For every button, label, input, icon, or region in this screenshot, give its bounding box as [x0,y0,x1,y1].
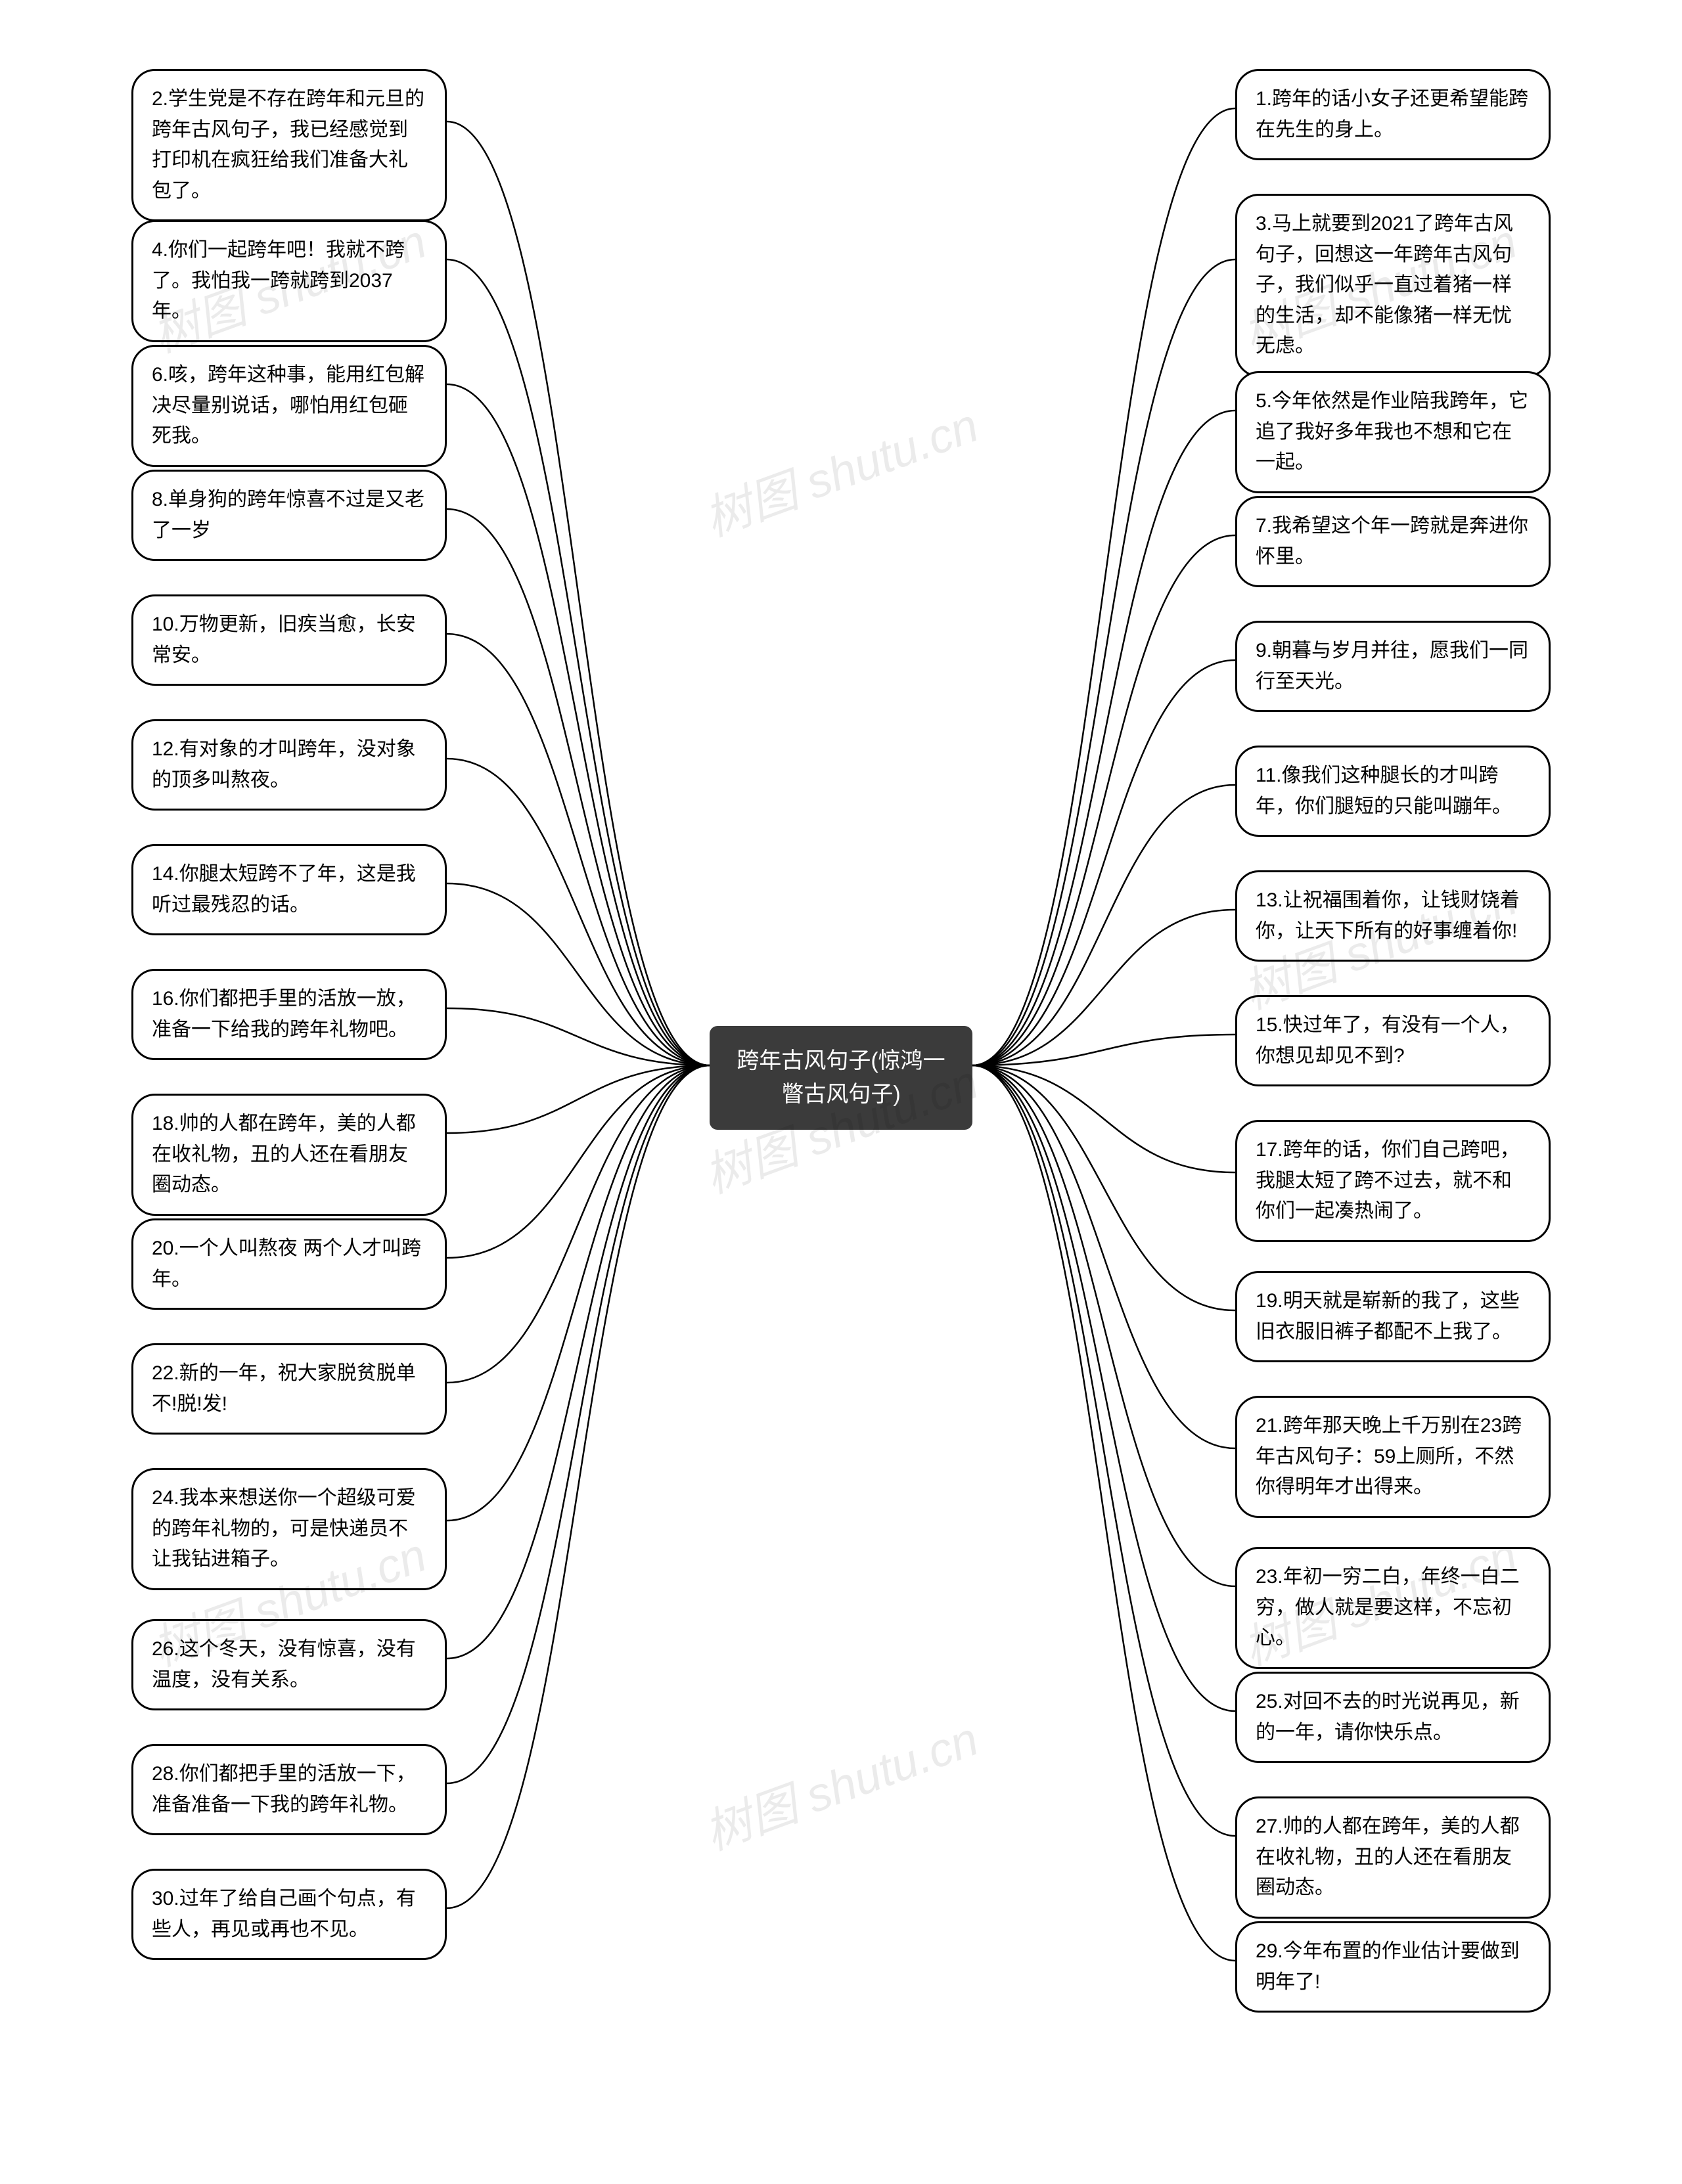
connector-left-12 [447,1065,710,1659]
watermark-2: 树图 shutu.cn [693,387,986,550]
watermark-7: 树图 shutu.cn [693,1701,986,1863]
connector-right-13 [972,1065,1235,1836]
connector-left-14 [447,1065,710,1908]
connector-left-4 [447,634,710,1065]
connector-right-9 [972,1065,1235,1310]
connector-right-1 [972,259,1235,1065]
right-leaf-6: 13.让祝福围着你，让钱财饶着你，让天下所有的好事缠着你! [1235,870,1551,962]
connector-right-6 [972,910,1235,1065]
left-leaf-13: 28.你们都把手里的活放一下，准备准备一下我的跨年礼物。 [131,1744,447,1835]
left-leaf-14: 30.过年了给自己画个句点，有些人，再见或再也不见。 [131,1869,447,1960]
connector-right-5 [972,785,1235,1065]
right-leaf-0: 1.跨年的话小女子还更希望能跨在先生的身上。 [1235,69,1551,160]
connector-right-4 [972,660,1235,1065]
left-leaf-4: 10.万物更新，旧疾当愈，长安常安。 [131,594,447,686]
connector-left-6 [447,883,710,1065]
connector-right-0 [972,108,1235,1065]
right-leaf-3: 7.我希望这个年一跨就是奔进你怀里。 [1235,496,1551,587]
connector-right-14 [972,1065,1235,1961]
connector-left-9 [447,1065,710,1258]
connector-right-10 [972,1065,1235,1448]
connector-right-7 [972,1035,1235,1065]
connector-left-1 [447,259,710,1065]
right-leaf-11: 23.年初一穷二白，年终一白二穷，做人就是要这样，不忘初心。 [1235,1547,1551,1669]
right-leaf-7: 15.快过年了，有没有一个人，你想见却见不到? [1235,995,1551,1086]
right-leaf-2: 5.今年依然是作业陪我跨年，它追了我好多年我也不想和它在一起。 [1235,371,1551,493]
left-leaf-10: 22.新的一年，祝大家脱贫脱单不!脱!发! [131,1343,447,1435]
right-leaf-5: 11.像我们这种腿长的才叫跨年，你们腿短的只能叫蹦年。 [1235,746,1551,837]
right-leaf-13: 27.帅的人都在跨年，美的人都在收礼物，丑的人还在看朋友圈动态。 [1235,1796,1551,1919]
left-leaf-1: 4.你们一起跨年吧！我就不跨了。我怕我一跨就跨到2037年。 [131,220,447,342]
connector-left-13 [447,1065,710,1783]
connector-left-10 [447,1065,710,1383]
connector-left-11 [447,1065,710,1521]
connector-left-8 [447,1065,710,1133]
left-leaf-11: 24.我本来想送你一个超级可爱的跨年礼物的，可是快递员不让我钻进箱子。 [131,1468,447,1590]
left-leaf-3: 8.单身狗的跨年惊喜不过是又老了一岁 [131,470,447,561]
left-leaf-0: 2.学生党是不存在跨年和元旦的跨年古风句子，我已经感觉到打印机在疯狂给我们准备大… [131,69,447,221]
left-leaf-6: 14.你腿太短跨不了年，这是我听过最残忍的话。 [131,844,447,935]
right-leaf-12: 25.对回不去的时光说再见，新的一年，请你快乐点。 [1235,1672,1551,1763]
connector-right-3 [972,535,1235,1065]
right-leaf-1: 3.马上就要到2021了跨年古风句子，回想这一年跨年古风句子，我们似乎一直过着猪… [1235,194,1551,377]
right-leaf-9: 19.明天就是崭新的我了，这些旧衣服旧裤子都配不上我了。 [1235,1271,1551,1362]
connector-left-3 [447,509,710,1065]
left-leaf-8: 18.帅的人都在跨年，美的人都在收礼物，丑的人还在看朋友圈动态。 [131,1094,447,1216]
right-leaf-10: 21.跨年那天晚上千万别在23跨年古风句子：59上厕所，不然你得明年才出得来。 [1235,1396,1551,1518]
left-leaf-2: 6.咳，跨年这种事，能用红包解决尽量别说话，哪怕用红包砸死我。 [131,345,447,467]
connector-right-11 [972,1065,1235,1586]
left-leaf-7: 16.你们都把手里的活放一放，准备一下给我的跨年礼物吧。 [131,969,447,1060]
center-node: 跨年古风句子(惊鸿一瞥古风句子) [710,1026,972,1130]
connector-left-7 [447,1008,710,1065]
right-leaf-4: 9.朝暮与岁月并往，愿我们一同行至天光。 [1235,621,1551,712]
connector-left-0 [447,122,710,1065]
mindmap-canvas: 跨年古风句子(惊鸿一瞥古风句子) 2.学生党是不存在跨年和元旦的跨年古风句子，我… [0,0,1682,2184]
left-leaf-5: 12.有对象的才叫跨年，没对象的顶多叫熬夜。 [131,719,447,811]
connector-left-5 [447,759,710,1065]
connector-right-8 [972,1065,1235,1172]
connector-right-12 [972,1065,1235,1711]
connector-left-2 [447,384,710,1065]
right-leaf-8: 17.跨年的话，你们自己跨吧，我腿太短了跨不过去，就不和你们一起凑热闹了。 [1235,1120,1551,1242]
left-leaf-12: 26.这个冬天，没有惊喜，没有温度，没有关系。 [131,1619,447,1710]
connector-right-2 [972,411,1235,1065]
left-leaf-9: 20.一个人叫熬夜 两个人才叫跨年。 [131,1218,447,1310]
right-leaf-14: 29.今年布置的作业估计要做到明年了! [1235,1921,1551,2013]
